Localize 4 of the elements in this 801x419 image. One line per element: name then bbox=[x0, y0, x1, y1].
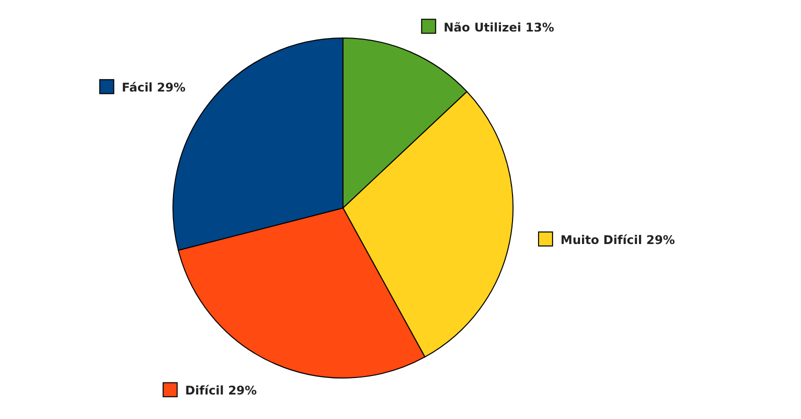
legend-label: Difícil 29% bbox=[185, 384, 257, 398]
legend-label: Não Utilizei 13% bbox=[444, 20, 554, 34]
legend-label: Muito Difícil 29% bbox=[560, 232, 675, 247]
legend-label: Fácil 29% bbox=[122, 80, 186, 95]
